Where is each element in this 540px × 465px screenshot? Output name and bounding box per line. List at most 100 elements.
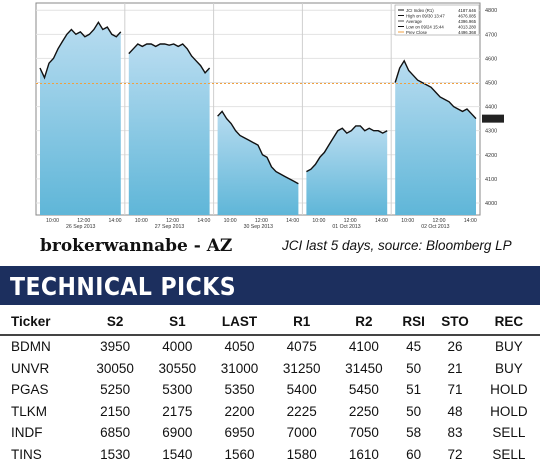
header-r2: R2 (333, 309, 395, 335)
legend-entry: High on 09/30 13:47 (406, 13, 445, 18)
cell-s1: 1540 (146, 444, 208, 465)
cell-rec: BUY (478, 335, 540, 358)
x-tick-label: 14:00 (197, 218, 210, 224)
header-s2: S2 (84, 309, 146, 335)
cell-r1: 4075 (271, 335, 333, 358)
header-last: LAST (208, 309, 270, 335)
cell-r1: 2225 (271, 401, 333, 423)
cell-s2: 5250 (84, 379, 146, 401)
cell-s1: 5300 (146, 379, 208, 401)
cell-s1: 2175 (146, 401, 208, 423)
cell-sto: 71 (432, 379, 478, 401)
cell-last: 5350 (208, 379, 270, 401)
cell-sto: 48 (432, 401, 478, 423)
y-tick-label: 4300 (485, 129, 497, 135)
cell-s2: 30050 (84, 358, 146, 380)
y-tick-label: 4800 (485, 8, 497, 14)
y-tick-label: 4100 (485, 177, 497, 183)
day-label: 26 Sep 2013 (66, 224, 96, 230)
cell-last: 4050 (208, 335, 270, 358)
y-tick-label: 4700 (485, 32, 497, 38)
cell-last: 31000 (208, 358, 270, 380)
cell-r2: 31450 (333, 358, 395, 380)
legend-entry: JCI Index (R1) (406, 8, 434, 13)
x-tick-label: 14:00 (375, 218, 388, 224)
technical-picks-table: Ticker S2 S1 LAST R1 R2 RSI STO REC BDMN… (0, 309, 540, 465)
cell-last: 6950 (208, 422, 270, 444)
legend-entry: Low on 09/24 15:44 (406, 24, 444, 29)
cell-r1: 31250 (271, 358, 333, 380)
cell-last: 2200 (208, 401, 270, 423)
day-label: 01 Oct 2013 (332, 224, 360, 230)
x-tick-label: 14:00 (109, 218, 122, 224)
cell-rec: SELL (478, 422, 540, 444)
x-tick-label: 10:00 (224, 218, 237, 224)
x-tick-label: 14:00 (464, 218, 477, 224)
legend-value: 4396.965 (458, 19, 477, 24)
x-tick-label: 10:00 (401, 218, 414, 224)
x-tick-label: 14:00 (286, 218, 299, 224)
cell-last: 1560 (208, 444, 270, 465)
y-tick-label: 4500 (485, 81, 497, 87)
cell-s1: 6900 (146, 422, 208, 444)
cell-rsi: 60 (395, 444, 432, 465)
x-tick-label: 10:00 (135, 218, 148, 224)
cell-r1: 1580 (271, 444, 333, 465)
header-rsi: RSI (395, 309, 432, 335)
legend-value: 4013.280 (458, 24, 477, 29)
cell-rsi: 45 (395, 335, 432, 358)
header-sto: STO (432, 309, 478, 335)
day-label: 27 Sep 2013 (155, 224, 185, 230)
cell-sto: 26 (432, 335, 478, 358)
legend-entry: Prev Close (406, 30, 428, 35)
cell-rsi: 51 (395, 379, 432, 401)
header-rec: REC (478, 309, 540, 335)
banner-title: TECHNICAL PICKS (10, 272, 236, 301)
cell-rsi: 58 (395, 422, 432, 444)
cell-s1: 4000 (146, 335, 208, 358)
table-header-row: Ticker S2 S1 LAST R1 R2 RSI STO REC (0, 309, 540, 335)
day-label: 30 Sep 2013 (244, 224, 274, 230)
y-tick-label: 4200 (485, 153, 497, 159)
cell-s2: 3950 (84, 335, 146, 358)
cell-ticker: PGAS (0, 379, 84, 401)
legend-value: 4676.085 (458, 13, 477, 18)
last-value-marker (482, 115, 504, 123)
cell-rsi: 50 (395, 358, 432, 380)
cell-r2: 5450 (333, 379, 395, 401)
header-ticker: Ticker (0, 309, 84, 335)
legend-entry: Average (406, 19, 423, 24)
cell-sto: 83 (432, 422, 478, 444)
cell-sto: 21 (432, 358, 478, 380)
y-tick-label: 4400 (485, 105, 497, 111)
cell-ticker: TINS (0, 444, 84, 465)
cell-r1: 5400 (271, 379, 333, 401)
cell-r1: 7000 (271, 422, 333, 444)
cell-s2: 2150 (84, 401, 146, 423)
cell-sto: 72 (432, 444, 478, 465)
watermark-caption: brokerwannabe - AZ (40, 236, 232, 256)
y-tick-label: 4000 (485, 201, 497, 207)
cell-r2: 7050 (333, 422, 395, 444)
x-tick-label: 10:00 (312, 218, 325, 224)
legend-value: 4496.368 (458, 30, 477, 35)
cell-ticker: INDF (0, 422, 84, 444)
cell-r2: 1610 (333, 444, 395, 465)
cell-rsi: 50 (395, 401, 432, 423)
chart-source-caption: JCI last 5 days, source: Bloomberg LP (282, 238, 512, 253)
cell-rec: HOLD (478, 401, 540, 423)
cell-ticker: TLKM (0, 401, 84, 423)
x-tick-label: 10:00 (46, 218, 59, 224)
cell-ticker: UNVR (0, 358, 84, 380)
technical-picks-banner: TECHNICAL PICKS (0, 266, 540, 305)
cell-s2: 1530 (84, 444, 146, 465)
cell-ticker: BDMN (0, 335, 84, 358)
